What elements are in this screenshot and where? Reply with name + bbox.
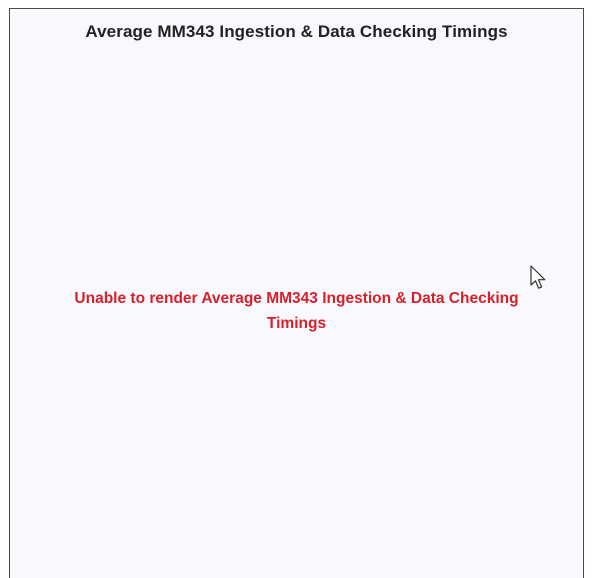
chart-panel: Average MM343 Ingestion & Data Checking … bbox=[9, 8, 584, 578]
render-error-message: Unable to render Average MM343 Ingestion… bbox=[74, 290, 519, 332]
mouse-pointer-icon bbox=[530, 265, 546, 289]
panel-title: Average MM343 Ingestion & Data Checking … bbox=[85, 22, 508, 41]
